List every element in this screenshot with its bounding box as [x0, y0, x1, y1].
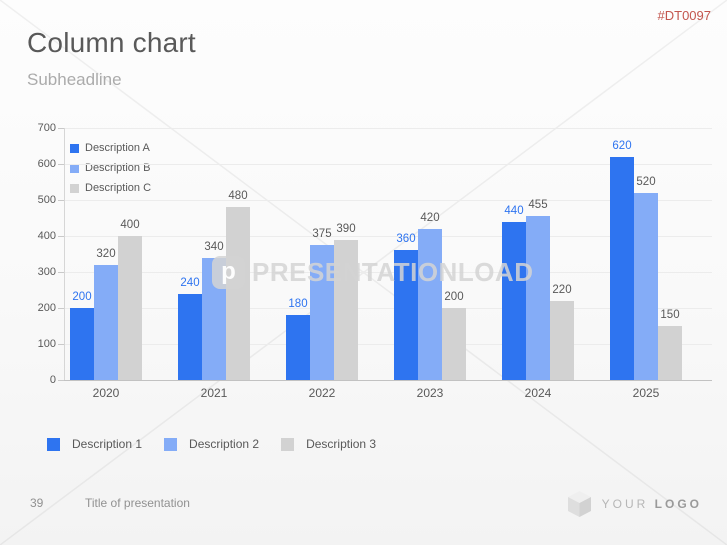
bar-description-b-2025 — [634, 192, 658, 380]
chart-legend-label: Description A — [85, 142, 150, 154]
bottom-legend-item: Description 1 — [47, 437, 142, 451]
y-axis-label-500: 500 — [37, 193, 56, 206]
bar-value-label: 200 — [444, 291, 464, 303]
x-axis-line — [64, 380, 712, 381]
bar-value-label: 320 — [96, 247, 116, 260]
y-axis-label-700: 700 — [37, 121, 56, 134]
bar-value-label: 390 — [336, 222, 356, 235]
bar-value-label: 200 — [72, 291, 92, 303]
y-tick-300 — [58, 272, 64, 273]
your-logo-placeholder: YOUR LOGO — [567, 490, 702, 518]
bar-description-a-2020 — [70, 308, 94, 380]
legend-swatch-icon — [164, 437, 178, 451]
your-logo-text: YOUR LOGO — [602, 497, 702, 511]
bar-value-label: 150 — [660, 309, 680, 321]
bar-description-a-2022 — [286, 315, 310, 380]
chart-legend-label: Description C — [85, 182, 152, 194]
bar-description-c-2024 — [550, 300, 574, 380]
bottom-legend-label: Description 3 — [306, 437, 377, 451]
bar-description-a-2025 — [610, 156, 634, 380]
bar-value-label: 420 — [420, 211, 440, 224]
x-axis-label-2021: 2021 — [200, 386, 228, 400]
bar-description-b-2020 — [94, 264, 118, 380]
gridline-500 — [64, 200, 712, 201]
x-axis-label-2025: 2025 — [632, 386, 660, 400]
bar-description-c-2020 — [118, 236, 142, 380]
bottom-legend-label: Description 2 — [189, 437, 260, 451]
x-axis-label-2024: 2024 — [524, 386, 552, 400]
template-code: #DT0097 — [657, 8, 711, 23]
logo-text-bold: LOGO — [654, 497, 702, 511]
bar-value-label: 455 — [528, 199, 548, 212]
bar-value-label: 620 — [612, 139, 632, 152]
bottom-legend: Description 1 Description 2 Description 3 — [47, 437, 398, 451]
y-axis-label-600: 600 — [37, 157, 56, 170]
gridline-600 — [64, 164, 712, 165]
bar-value-label: 480 — [228, 190, 248, 203]
bar-description-b-2021 — [202, 257, 226, 380]
bar-description-c-2025 — [658, 326, 682, 380]
bar-value-label: 240 — [180, 276, 200, 289]
bar-description-c-2023 — [442, 308, 466, 380]
y-tick-600 — [58, 164, 64, 165]
x-axis-label-2022: 2022 — [308, 386, 336, 400]
bar-description-b-2022 — [310, 245, 334, 380]
x-axis-label-2023: 2023 — [416, 386, 444, 400]
y-axis-label-0: 0 — [49, 373, 56, 386]
y-axis-label-400: 400 — [37, 229, 56, 242]
logo-text-light: YOUR — [601, 497, 649, 511]
chart-legend-item: Description C — [70, 178, 151, 198]
gridline-300 — [64, 272, 712, 273]
gridline-100 — [64, 344, 712, 345]
bar-description-c-2021 — [226, 207, 250, 380]
bar-description-b-2024 — [526, 216, 550, 380]
cube-logo-icon — [567, 491, 591, 517]
bar-value-label: 520 — [636, 175, 656, 188]
page-title: Column chart — [27, 27, 196, 58]
gridline-200 — [64, 308, 712, 309]
bar-value-label: 375 — [312, 228, 332, 240]
legend-swatch-icon — [70, 143, 79, 153]
page-number: 39 — [30, 496, 44, 510]
bar-description-a-2024 — [502, 221, 526, 380]
bottom-legend-label: Description 1 — [72, 437, 143, 451]
bar-description-b-2023 — [418, 228, 442, 380]
bottom-legend-item: Description 2 — [164, 437, 259, 451]
y-tick-100 — [58, 344, 64, 345]
bar-value-label: 360 — [396, 233, 416, 246]
y-axis-label-100: 100 — [37, 337, 56, 350]
bar-value-label: 440 — [504, 204, 524, 217]
bar-value-label: 220 — [552, 283, 572, 296]
y-axis-label-300: 300 — [37, 265, 56, 278]
page-subheadline: Subheadline — [27, 70, 122, 89]
footer-presentation-title: Title of presentation — [85, 496, 190, 510]
y-tick-200 — [58, 308, 64, 309]
bar-description-c-2022 — [334, 239, 358, 380]
gridline-400 — [64, 236, 712, 237]
bar-description-a-2021 — [178, 293, 202, 380]
y-tick-400 — [58, 236, 64, 237]
y-tick-700 — [58, 128, 64, 129]
legend-swatch-icon — [70, 183, 79, 193]
legend-swatch-icon — [70, 163, 79, 173]
y-tick-0 — [58, 380, 64, 381]
bar-value-label: 340 — [204, 240, 224, 253]
y-axis-line — [64, 128, 65, 380]
gridline-700 — [64, 128, 712, 129]
chart-legend-label: Description B — [85, 162, 151, 174]
x-axis-label-2020: 2020 — [92, 386, 120, 400]
chart-legend-item: Description B — [70, 158, 151, 178]
legend-swatch-icon — [281, 437, 295, 451]
chart-legend-item: Description A — [70, 138, 151, 158]
chart-legend: Description A Description B Description C — [70, 138, 151, 198]
bar-description-a-2023 — [394, 250, 418, 380]
y-axis-label-200: 200 — [37, 301, 56, 314]
y-tick-500 — [58, 200, 64, 201]
bar-value-label: 400 — [120, 219, 140, 231]
bottom-legend-item: Description 3 — [281, 437, 376, 451]
bar-value-label: 180 — [288, 298, 308, 311]
legend-swatch-icon — [47, 437, 60, 451]
